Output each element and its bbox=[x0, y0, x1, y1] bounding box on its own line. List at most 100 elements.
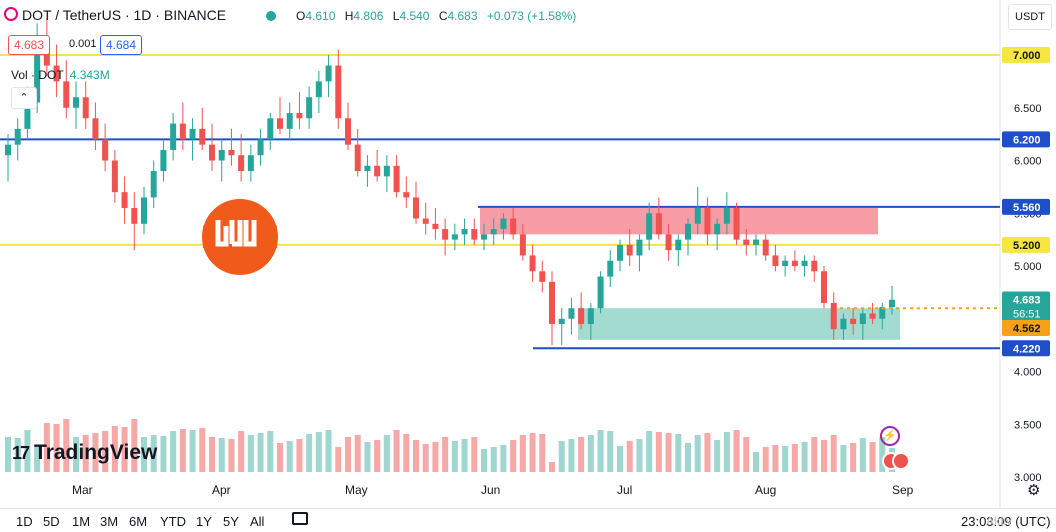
tradingview-logo: 17 TradingView bbox=[12, 441, 157, 465]
sell-button[interactable]: 4.683 bbox=[8, 35, 51, 55]
candle-body bbox=[209, 144, 215, 161]
timeframe-1d[interactable]: 1D bbox=[16, 514, 33, 529]
x-tick-label: Aug bbox=[755, 483, 776, 497]
candle-body bbox=[24, 102, 31, 129]
candle-body bbox=[597, 276, 604, 309]
timeframe-3m[interactable]: 3M bbox=[100, 514, 119, 529]
volume-bar bbox=[286, 441, 293, 472]
timeframe-all[interactable]: All bbox=[250, 514, 265, 529]
y-tick-label: 5.000 bbox=[1014, 261, 1042, 273]
timeframe-5y[interactable]: 5Y bbox=[223, 514, 239, 529]
volume-bar bbox=[762, 447, 769, 472]
volume-bar bbox=[646, 431, 653, 472]
candle-body bbox=[889, 299, 895, 308]
candle-body bbox=[403, 192, 410, 198]
collapse-legend-button[interactable]: ⌃ bbox=[11, 87, 37, 109]
volume-bar bbox=[714, 440, 721, 472]
lightning-icon[interactable]: ⚡ bbox=[880, 426, 900, 446]
candle-body bbox=[801, 260, 808, 266]
candle-body bbox=[73, 97, 79, 108]
y-tick-label: 6.500 bbox=[1014, 103, 1042, 115]
volume-bar bbox=[801, 442, 808, 472]
bar-countdown-label: 56:51 bbox=[1013, 308, 1041, 320]
candle-body bbox=[490, 229, 497, 235]
volume-bar bbox=[238, 431, 245, 472]
ohlc-readout: O4.610 H4.806 L4.540 C4.683 +0.073 (+1.5… bbox=[296, 9, 582, 23]
volume-bar bbox=[665, 433, 672, 472]
volume-bar bbox=[209, 437, 215, 472]
volume-bar bbox=[704, 433, 711, 472]
volume-bar bbox=[607, 431, 614, 472]
candle-body bbox=[869, 313, 876, 319]
x-tick-label: Jun bbox=[481, 483, 500, 497]
volume-bar bbox=[830, 435, 837, 472]
level-label: 7.000 bbox=[1013, 50, 1041, 62]
volume-bar bbox=[63, 419, 70, 472]
candle-body bbox=[811, 260, 818, 272]
candle-body bbox=[655, 213, 662, 235]
timeframe-ytd[interactable]: YTD bbox=[160, 514, 186, 529]
volume-bar bbox=[73, 437, 79, 472]
volume-bar bbox=[393, 430, 400, 472]
candle-body bbox=[558, 318, 565, 325]
candle-body bbox=[170, 123, 177, 150]
volume-bar bbox=[34, 447, 41, 472]
current-price-label: 4.683 bbox=[1013, 294, 1041, 306]
volume-bar bbox=[597, 430, 604, 472]
candle-body bbox=[685, 223, 691, 240]
level-label-bg bbox=[1002, 131, 1050, 148]
volume-bar bbox=[199, 428, 206, 472]
volume-bar bbox=[733, 430, 740, 472]
candle-body bbox=[646, 213, 653, 240]
candle-body bbox=[607, 260, 614, 277]
high-value: 4.806 bbox=[353, 9, 384, 23]
candle-body bbox=[189, 128, 196, 140]
volume-bar bbox=[228, 439, 235, 472]
candle-body bbox=[743, 239, 750, 245]
candle-body bbox=[578, 308, 585, 325]
symbol-title[interactable]: DOT / TetherUS · 1D · BINANCE bbox=[4, 7, 226, 23]
calendar-icon[interactable] bbox=[292, 512, 308, 525]
candle-body bbox=[510, 218, 517, 235]
volume-bar bbox=[179, 429, 186, 472]
currency-selector[interactable]: USDT bbox=[1008, 4, 1052, 30]
volume-bar bbox=[306, 434, 313, 472]
volume-legend[interactable]: Vol · DOT 4.343M bbox=[11, 68, 110, 82]
candle-body bbox=[762, 239, 769, 256]
gear-icon[interactable]: ⚙ bbox=[1027, 482, 1041, 499]
candle-body bbox=[821, 271, 827, 303]
secondary-price-label: 4.562 bbox=[1013, 323, 1041, 335]
buy-button[interactable]: 4.684 bbox=[100, 35, 143, 55]
volume-bar bbox=[636, 439, 643, 472]
timeframe-5d[interactable]: 5D bbox=[43, 514, 60, 529]
candle-body bbox=[714, 223, 721, 235]
brand-badge-glyph bbox=[215, 220, 257, 247]
us-flag-icon-2[interactable] bbox=[892, 452, 910, 470]
volume-bar bbox=[490, 447, 497, 472]
candle-body bbox=[5, 144, 11, 156]
volume-bar bbox=[267, 431, 274, 472]
candle-body bbox=[432, 223, 439, 230]
candle-body bbox=[121, 192, 128, 208]
volume-bar bbox=[325, 430, 332, 472]
x-tick-label: Jul bbox=[617, 483, 632, 497]
level-label: 5.560 bbox=[1013, 202, 1041, 214]
candle-body bbox=[43, 44, 50, 66]
volume-bar bbox=[626, 441, 633, 472]
x-tick-label: Apr bbox=[212, 483, 231, 497]
volume-bar bbox=[694, 435, 701, 472]
level-label-bg bbox=[1002, 198, 1050, 215]
volume-bar bbox=[403, 434, 410, 472]
volume-bar bbox=[723, 432, 730, 472]
timeframe-1m[interactable]: 1M bbox=[72, 514, 91, 529]
high-label: H bbox=[344, 9, 354, 23]
candle-body bbox=[364, 165, 371, 172]
timeframe-1y[interactable]: 1Y bbox=[196, 514, 212, 529]
timeframe-6m[interactable]: 6M bbox=[129, 514, 148, 529]
utc-clock[interactable]: 23:03:09 (UTC) bbox=[961, 514, 1051, 529]
candle-body bbox=[277, 118, 283, 129]
volume-bar bbox=[170, 431, 177, 472]
volume-bar bbox=[772, 445, 779, 472]
volume-label: Vol · DOT bbox=[11, 68, 64, 82]
